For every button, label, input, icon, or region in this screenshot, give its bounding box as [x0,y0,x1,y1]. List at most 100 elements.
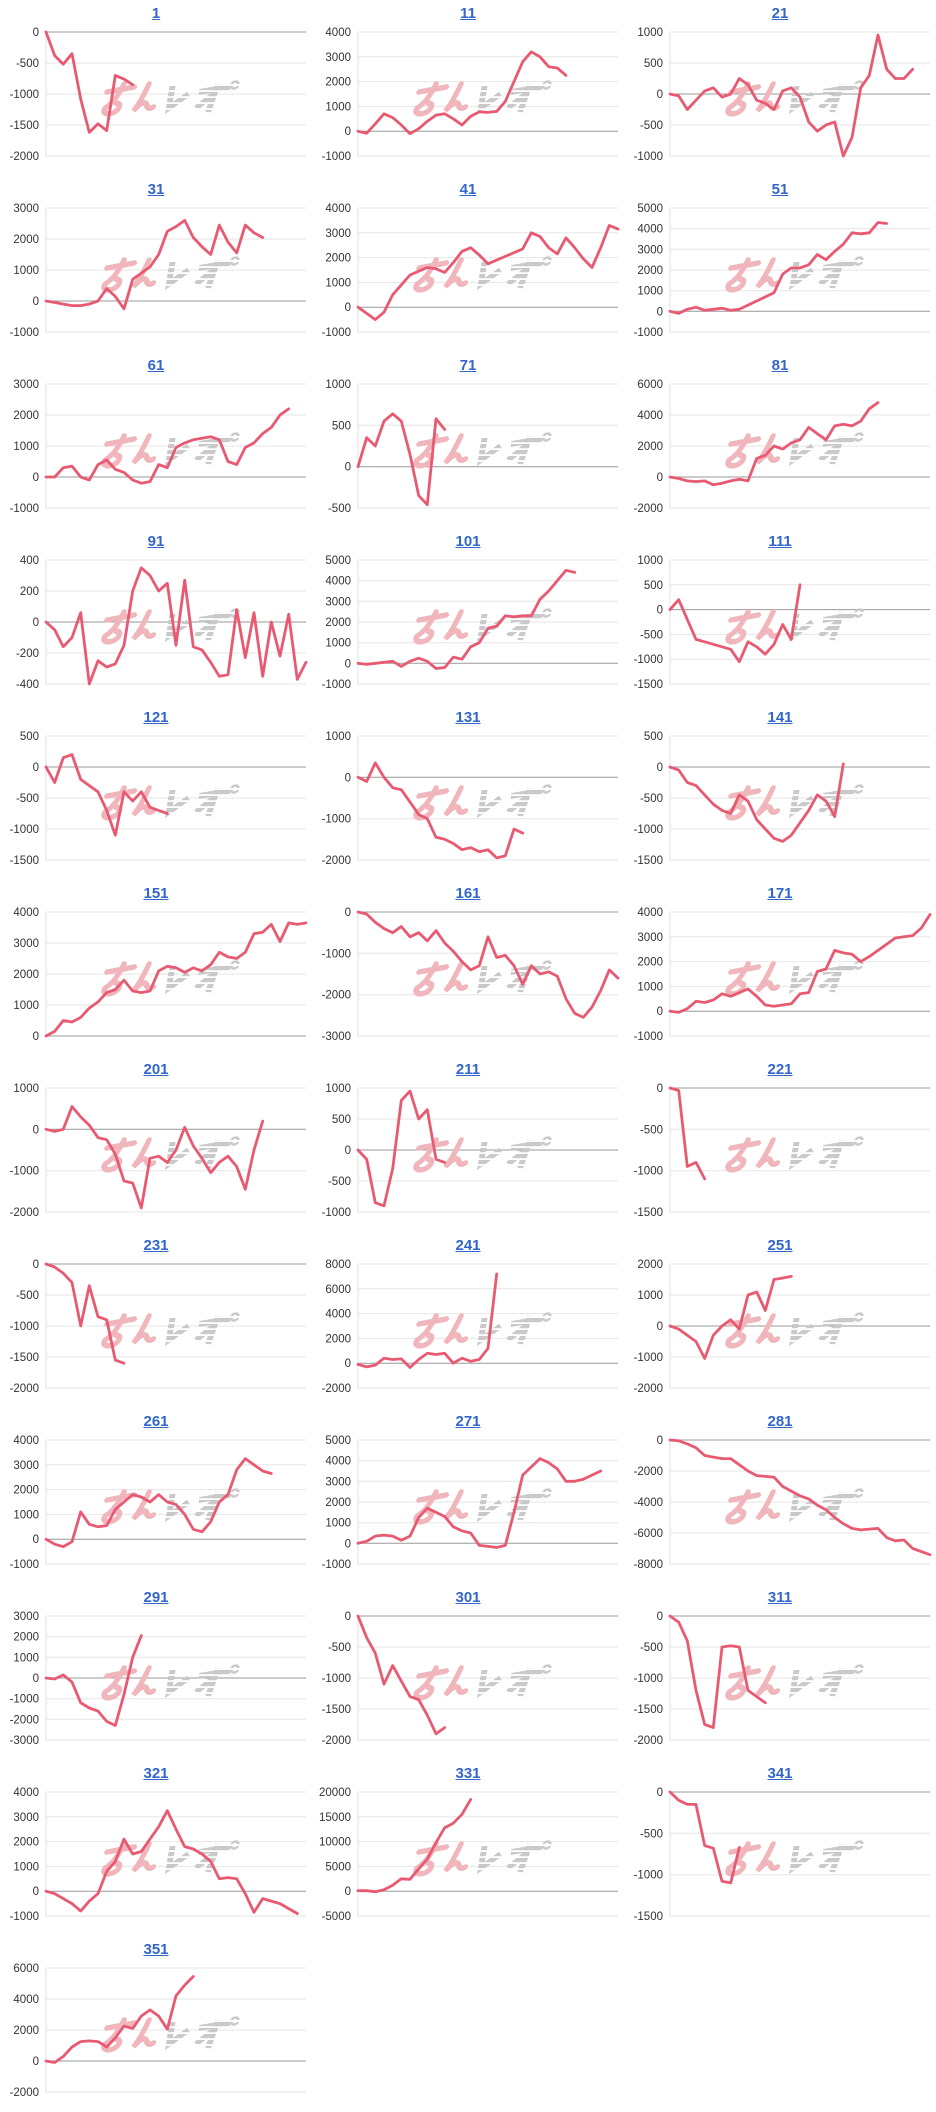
chart-title-link[interactable]: 251 [767,1237,793,1254]
y-axis-label: 500 [644,731,663,743]
chart-title-link[interactable]: 241 [455,1237,481,1254]
y-axis-label: 500 [644,58,663,70]
series-line [668,1438,932,1557]
y-axis-label: 3000 [13,938,39,950]
chart-cell: 31 3000 2000 1000 0 -1000 [0,176,312,352]
minrepo-watermark [725,608,864,645]
chart-cell: 41 4000 3000 2000 1000 0 -1000 [312,176,624,352]
chart-cell: 331 20000 15000 10000 5000 0 -5000 [312,1760,624,1936]
chart-title-link[interactable]: 151 [143,885,169,902]
y-axis-label: -1000 [322,1559,351,1571]
y-axis-label: 0 [657,1321,663,1333]
watermark-pink-glyphs [725,609,781,645]
y-axis-label: 2000 [13,234,39,246]
watermark-pink-glyphs [413,1489,469,1525]
chart-cell: 351 6000 4000 2000 0 -2000 [0,1936,312,2112]
chart-title-link[interactable]: 171 [767,885,793,902]
chart-title-link[interactable]: 281 [767,1413,793,1430]
y-axis-label: 1000 [13,1652,39,1664]
minrepo-watermark [101,432,240,469]
chart-title-link[interactable]: 121 [143,709,169,726]
chart-title-link[interactable]: 211 [455,1061,481,1078]
chart-title-link[interactable]: 41 [459,181,477,198]
y-axis-label: 5000 [325,555,351,567]
y-axis-label: -1000 [634,1352,663,1364]
chart-title-link[interactable]: 1 [151,5,161,22]
y-axis-label: 3000 [325,1476,351,1488]
y-axis-label: 2000 [325,253,351,265]
y-axis-label: -1000 [322,327,351,339]
chart-cell: 201 1000 0 -1000 -2000 [0,1056,312,1232]
chart-title-link[interactable]: 131 [455,709,481,726]
chart-title-link[interactable]: 161 [455,885,481,902]
y-axis-label: 2000 [637,1259,663,1271]
y-axis-label: 0 [657,89,663,101]
chart-cell: 341 0 -500 -1000 -1500 [624,1760,936,1936]
minrepo-watermark [101,1664,240,1701]
y-axis-label: -500 [328,1176,351,1188]
y-axis-label: 500 [20,731,39,743]
chart-title-link[interactable]: 331 [455,1765,481,1782]
y-axis-label: 4000 [325,1309,351,1321]
y-axis-label: 0 [345,1538,351,1550]
chart-title-link[interactable]: 291 [143,1589,169,1606]
chart-title-link[interactable]: 301 [455,1589,481,1606]
watermark-gray-glyphs [477,608,552,643]
chart-title-link[interactable]: 101 [455,533,481,550]
chart-title-link[interactable]: 11 [460,5,476,22]
chart-canvas: 5000 4000 3000 2000 1000 0 -1000 [634,203,930,339]
chart-canvas: 20000 15000 10000 5000 0 -5000 [319,1787,618,1923]
y-axis-label: 2000 [13,410,39,422]
chart-canvas: 4000 3000 2000 1000 0 -1000 [10,1435,306,1571]
y-axis-label: -2000 [634,1383,663,1395]
series-line [668,583,802,664]
series-line [668,221,889,315]
chart-cell: 221 0 -500 -1000 -1500 [624,1056,936,1232]
watermark-pink-glyphs [725,257,781,293]
minrepo-watermark [725,256,864,293]
chart-title-link[interactable]: 141 [767,709,793,726]
chart-title-link[interactable]: 231 [143,1237,169,1254]
watermark-pink-glyphs [725,961,781,997]
y-axis-label: -3000 [10,1735,39,1747]
series-line [44,1262,126,1365]
chart-title-link[interactable]: 321 [143,1765,169,1782]
minrepo-watermark [101,1488,240,1525]
chart-title-link[interactable]: 271 [455,1413,481,1430]
chart-title-link[interactable]: 201 [143,1061,169,1078]
y-axis-label: -4000 [634,1497,663,1509]
chart-title-link[interactable]: 71 [459,357,477,374]
series-line [668,1274,793,1360]
chart-title-link[interactable]: 221 [767,1061,793,1078]
chart-title-link[interactable]: 341 [767,1765,793,1782]
y-axis-label: 3000 [325,596,351,608]
chart-title-link[interactable]: 351 [143,1941,169,1958]
y-axis-label: 0 [33,2056,39,2068]
chart-title-link[interactable]: 31 [147,181,165,198]
chart-canvas: 1000 500 0 -500 -1000 [322,1083,618,1219]
chart-title-link[interactable]: 61 [147,357,165,374]
y-axis-label: -500 [640,1124,663,1136]
y-axis-label: 1000 [637,981,663,993]
y-axis-label: 3000 [13,1460,39,1472]
y-axis-label: 0 [345,462,351,474]
series-line [356,412,447,507]
minrepo-watermark [725,1840,864,1877]
chart-title-link[interactable]: 261 [143,1413,169,1430]
watermark-pink-glyphs [725,1489,781,1525]
chart-title-link[interactable]: 111 [768,533,792,550]
chart-title-link[interactable]: 51 [771,181,789,198]
chart-canvas: 0 -500 -1000 -1500 [634,1083,930,1219]
y-axis-label: 0 [657,472,663,484]
y-axis-label: -500 [328,503,351,515]
y-axis-label: -1500 [10,120,39,132]
chart-canvas: 4000 3000 2000 1000 0 -1000 [10,1787,306,1923]
y-axis-label: 4000 [637,907,663,919]
minrepo-watermark [725,960,864,997]
chart-title-link[interactable]: 81 [771,357,789,374]
chart-title-link[interactable]: 21 [771,5,789,22]
series-line [668,1614,767,1729]
chart-title-link[interactable]: 91 [147,533,165,550]
chart-title-link[interactable]: 311 [767,1589,793,1606]
chart-canvas: 1000 500 0 -500 [325,379,618,515]
